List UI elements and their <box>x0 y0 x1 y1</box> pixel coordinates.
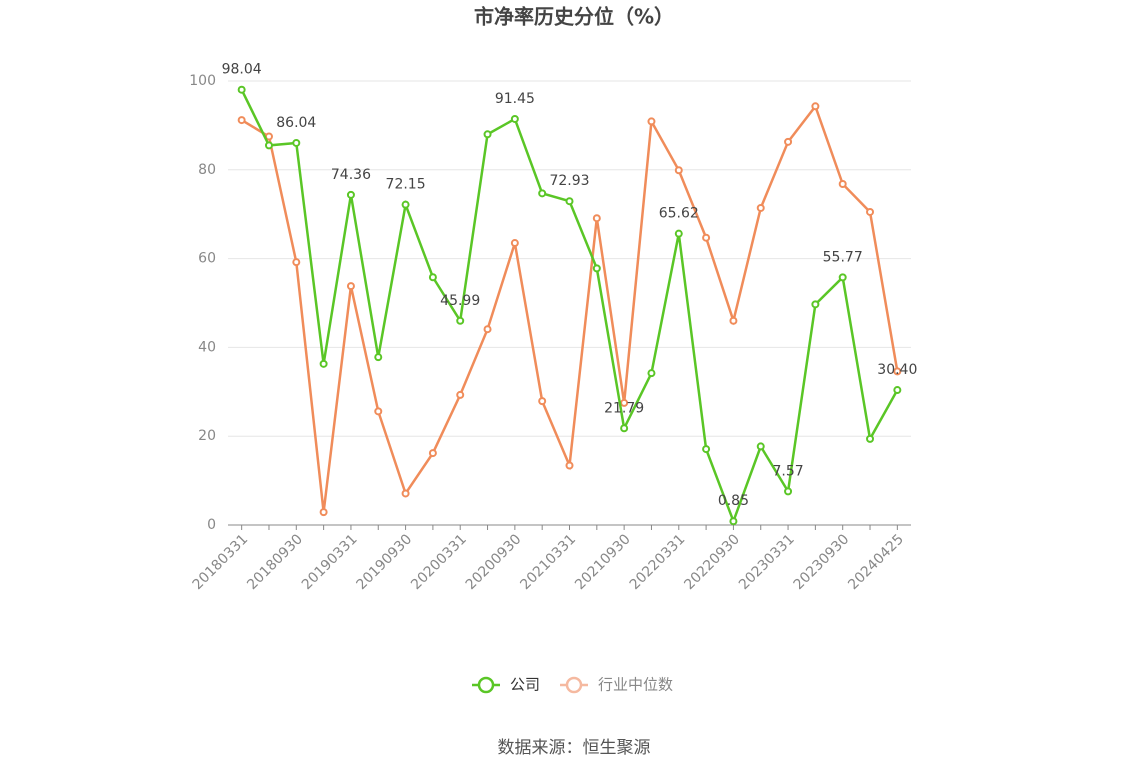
data-point <box>237 116 246 125</box>
x-tick-label: 20220331 <box>627 531 689 593</box>
data-point <box>592 264 601 273</box>
data-point <box>456 390 465 399</box>
y-tick-label: 0 <box>207 517 216 533</box>
data-point <box>784 487 793 496</box>
x-tick-label: 20230331 <box>736 531 798 593</box>
data-point <box>756 203 765 212</box>
data-point <box>374 353 383 362</box>
data-point <box>510 114 519 123</box>
legend-label: 公司 <box>510 676 540 694</box>
data-point <box>838 273 847 282</box>
y-tick-label: 80 <box>198 162 216 178</box>
data-point <box>620 398 629 407</box>
data-label: 0.85 <box>718 493 749 509</box>
legend-label: 行业中位数 <box>598 676 673 694</box>
data-label: 74.36 <box>331 167 371 183</box>
data-point <box>702 445 711 454</box>
data-point <box>374 407 383 416</box>
data-point <box>866 207 875 216</box>
data-point <box>538 397 547 406</box>
data-point <box>428 273 437 282</box>
data-point <box>346 282 355 291</box>
x-tick-label: 20180331 <box>190 531 252 593</box>
data-point <box>674 229 683 238</box>
data-point <box>866 434 875 443</box>
data-label: 21.79 <box>604 400 644 416</box>
y-tick-label: 20 <box>198 428 216 444</box>
data-label: 72.93 <box>549 173 589 189</box>
data-label: 45.99 <box>440 293 480 309</box>
data-point <box>702 233 711 242</box>
data-point <box>456 316 465 325</box>
data-point <box>784 137 793 146</box>
data-label: 91.45 <box>495 91 535 107</box>
data-point <box>292 138 301 147</box>
data-point <box>565 197 574 206</box>
data-point <box>592 214 601 223</box>
y-tick-label: 40 <box>198 339 216 355</box>
data-point <box>729 316 738 325</box>
data-point <box>647 117 656 126</box>
data-label: 98.04 <box>222 62 262 78</box>
data-point <box>811 102 820 111</box>
x-tick-label: 20210930 <box>572 531 634 593</box>
data-point <box>565 461 574 470</box>
legend-marker <box>565 676 583 694</box>
data-point <box>346 190 355 199</box>
data-label: 55.77 <box>823 249 863 265</box>
data-point <box>838 180 847 189</box>
x-tick-label: 20200331 <box>408 531 470 593</box>
legend-item: 公司 <box>472 676 540 694</box>
data-point <box>811 300 820 309</box>
y-tick-label: 100 <box>189 73 216 89</box>
data-point <box>729 517 738 526</box>
data-label: 72.15 <box>386 177 426 193</box>
source: 数据来源：恒生聚源 <box>498 738 651 758</box>
x-tick-label: 20240425 <box>845 531 907 593</box>
x-tick-label: 20190331 <box>299 531 361 593</box>
data-label: 7.57 <box>772 463 803 479</box>
data-point <box>428 449 437 458</box>
legend-marker <box>477 676 495 694</box>
data-point <box>893 367 902 376</box>
y-tick-label: 60 <box>198 251 216 267</box>
data-point <box>538 189 547 198</box>
chart-title: 市净率历史分位（%） <box>474 5 674 29</box>
data-point <box>893 386 902 395</box>
data-point <box>483 130 492 139</box>
data-point <box>237 85 246 94</box>
data-point <box>401 489 410 498</box>
legend-item: 行业中位数 <box>560 676 673 694</box>
data-point <box>620 424 629 433</box>
data-point <box>756 442 765 451</box>
data-point <box>647 369 656 378</box>
x-tick-label: 20230930 <box>791 531 853 593</box>
data-point <box>264 141 273 150</box>
x-tick-label: 20210331 <box>517 531 579 593</box>
data-label: 30.40 <box>877 362 917 378</box>
data-point <box>319 359 328 368</box>
data-point <box>292 258 301 267</box>
x-tick-label: 20190930 <box>354 531 416 593</box>
x-tick-label: 20180930 <box>244 531 306 593</box>
data-label: 86.04 <box>276 115 316 131</box>
data-point <box>483 325 492 334</box>
data-point <box>674 166 683 175</box>
data-point <box>319 508 328 517</box>
data-point <box>510 239 519 248</box>
data-label: 65.62 <box>659 206 699 222</box>
x-tick-label: 20220930 <box>681 531 743 593</box>
data-point <box>401 200 410 209</box>
x-tick-label: 20200930 <box>463 531 525 593</box>
